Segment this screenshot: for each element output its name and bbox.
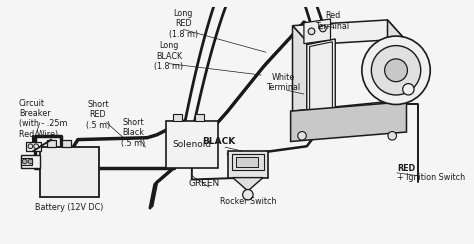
Circle shape (384, 59, 408, 82)
Polygon shape (62, 140, 71, 147)
Text: Battery (12V DC): Battery (12V DC) (35, 203, 103, 213)
Text: Long
RED
(1.8 m): Long RED (1.8 m) (169, 9, 198, 39)
Circle shape (362, 36, 430, 104)
Polygon shape (292, 102, 405, 130)
Circle shape (319, 25, 326, 32)
Text: BLACK: BLACK (202, 137, 235, 146)
Text: Circuit
Breaker
(with - .25m
Red Wire): Circuit Breaker (with - .25m Red Wire) (19, 99, 67, 139)
Circle shape (243, 190, 253, 200)
Polygon shape (291, 102, 407, 142)
Circle shape (403, 84, 414, 95)
Text: Short
Black
(.5 m): Short Black (.5 m) (121, 118, 145, 148)
Text: RED: RED (397, 164, 415, 173)
Polygon shape (228, 151, 268, 178)
Polygon shape (21, 158, 32, 165)
Text: Short
RED
(.5 m): Short RED (.5 m) (86, 100, 110, 130)
Polygon shape (402, 83, 414, 96)
Polygon shape (166, 121, 219, 168)
Polygon shape (40, 147, 99, 197)
Text: Solenoid: Solenoid (172, 140, 211, 149)
Polygon shape (46, 140, 56, 147)
Circle shape (22, 159, 27, 164)
Text: Red
Terminal: Red Terminal (315, 11, 349, 30)
Polygon shape (21, 155, 40, 168)
Polygon shape (388, 20, 405, 121)
Text: White
Terminal: White Terminal (266, 73, 300, 92)
Circle shape (28, 144, 33, 149)
Text: GREEN: GREEN (189, 179, 220, 188)
Text: Long
BLACK
(1.8 m): Long BLACK (1.8 m) (155, 41, 183, 71)
Circle shape (34, 144, 38, 149)
Circle shape (371, 46, 421, 95)
Polygon shape (292, 26, 310, 130)
Polygon shape (236, 157, 258, 167)
Polygon shape (292, 20, 405, 45)
Polygon shape (26, 142, 41, 151)
Text: + Ignition Switch: + Ignition Switch (397, 173, 465, 182)
Text: Rocker Switch: Rocker Switch (219, 197, 276, 206)
Polygon shape (232, 154, 264, 170)
Circle shape (28, 159, 33, 164)
Polygon shape (307, 39, 335, 130)
Polygon shape (195, 114, 204, 121)
Polygon shape (310, 42, 332, 127)
Circle shape (298, 132, 306, 140)
Circle shape (388, 132, 397, 140)
Polygon shape (233, 178, 263, 191)
Circle shape (308, 28, 315, 35)
Polygon shape (173, 114, 182, 121)
Polygon shape (304, 19, 330, 44)
